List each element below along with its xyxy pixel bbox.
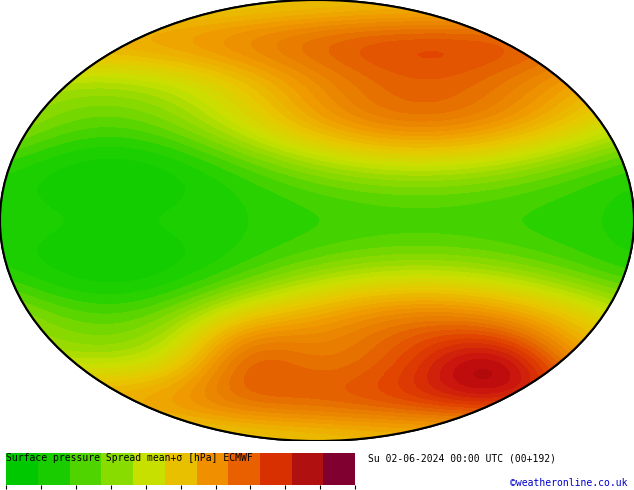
Point: [312, 217, 322, 224]
Point: [312, 217, 322, 224]
Point: [312, 217, 322, 224]
Point: [312, 217, 322, 224]
Point: [312, 217, 322, 224]
Bar: [165, 453, 197, 485]
Point: [312, 217, 322, 224]
Point: [312, 217, 322, 224]
Point: [312, 217, 322, 224]
Bar: [323, 453, 355, 485]
Point: [312, 217, 322, 224]
Point: [312, 217, 322, 224]
Point: [312, 217, 322, 224]
Point: [312, 217, 322, 224]
Bar: [6, 453, 38, 485]
Point: [312, 217, 322, 224]
Point: [312, 217, 322, 224]
Bar: [70, 453, 101, 485]
Bar: [228, 453, 260, 485]
Point: [312, 217, 322, 224]
Point: [312, 217, 322, 224]
Bar: [101, 453, 133, 485]
Point: [312, 217, 322, 224]
Point: [312, 217, 322, 224]
Point: [312, 217, 322, 224]
Bar: [38, 453, 70, 485]
Ellipse shape: [0, 0, 634, 441]
Point: [312, 217, 322, 224]
Point: [312, 217, 322, 224]
Point: [312, 217, 322, 224]
Bar: [133, 453, 165, 485]
Point: [312, 217, 322, 224]
Point: [312, 217, 322, 224]
Text: ©weatheronline.co.uk: ©weatheronline.co.uk: [510, 478, 628, 488]
Point: [312, 217, 322, 224]
Point: [312, 217, 322, 224]
Point: [312, 217, 322, 224]
Point: [312, 217, 322, 224]
Point: [312, 217, 322, 224]
Point: [312, 217, 322, 224]
Ellipse shape: [0, 0, 634, 441]
Point: [312, 217, 322, 224]
Point: [312, 217, 322, 224]
Point: [312, 217, 322, 224]
Point: [312, 217, 322, 224]
Point: [312, 217, 322, 224]
Bar: [292, 453, 323, 485]
Bar: [197, 453, 228, 485]
Point: [312, 217, 322, 224]
Point: [312, 217, 322, 224]
Text: Surface pressure Spread mean+σ [hPa] ECMWF: Surface pressure Spread mean+σ [hPa] ECM…: [6, 453, 253, 463]
Point: [312, 217, 322, 224]
Bar: [260, 453, 292, 485]
Point: [312, 217, 322, 224]
Text: Su 02-06-2024 00:00 UTC (00+192): Su 02-06-2024 00:00 UTC (00+192): [368, 453, 556, 463]
Point: [312, 217, 322, 224]
